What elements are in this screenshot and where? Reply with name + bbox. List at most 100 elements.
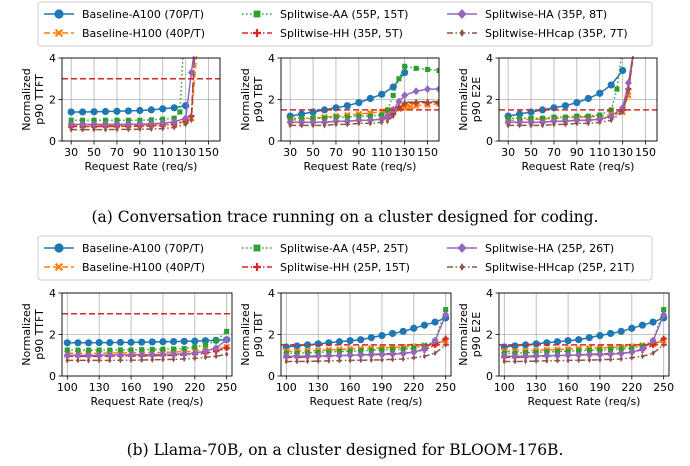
data-point: [545, 357, 549, 364]
data-point: [617, 349, 625, 358]
data-point: [378, 350, 386, 359]
legend-marker: [253, 244, 261, 252]
series-5: [69, 56, 196, 133]
data-point: [334, 121, 338, 128]
data-point: [113, 120, 121, 129]
data-point: [90, 108, 98, 116]
x-tick-label: 160: [121, 381, 142, 394]
data-point: [425, 98, 430, 105]
data-point: [597, 347, 603, 353]
data-point: [597, 119, 602, 126]
data-point: [389, 83, 397, 91]
data-point: [630, 354, 634, 361]
y-tick-label: 2: [486, 94, 493, 107]
x-tick-label: 100: [494, 381, 515, 394]
data-point: [436, 67, 439, 73]
data-point: [202, 342, 208, 348]
data-point: [575, 351, 583, 360]
data-point: [585, 334, 593, 342]
data-point: [573, 99, 581, 107]
data-point: [619, 66, 627, 75]
data-point: [76, 357, 80, 364]
data-point: [170, 350, 178, 359]
x-tick-label: 50: [524, 146, 538, 159]
legend-label: Baseline-H100 (40P/T): [82, 27, 205, 40]
data-point: [159, 338, 167, 346]
data-point: [106, 351, 114, 360]
x-tick-label: 190: [371, 381, 392, 394]
series-line: [508, 56, 634, 124]
series-5: [288, 98, 439, 129]
y-axis-label-line2: p90 TTFT: [33, 74, 46, 125]
data-point: [295, 358, 299, 365]
y-tick-label: 0: [49, 135, 56, 148]
series-4: [282, 310, 450, 361]
x-tick-label: 70: [547, 146, 561, 159]
y-axis-label-line2: p90 E2E: [470, 77, 483, 122]
series-4: [63, 335, 231, 360]
data-point: [355, 99, 363, 107]
data-point: [116, 351, 124, 360]
data-point: [116, 338, 125, 346]
data-point: [327, 357, 331, 364]
data-point: [316, 358, 320, 365]
data-point: [102, 120, 110, 129]
data-point: [310, 115, 316, 121]
data-point: [532, 351, 540, 360]
series-line: [67, 353, 227, 362]
x-tick-label: 30: [283, 146, 297, 159]
data-point: [410, 324, 418, 332]
data-point: [86, 357, 91, 364]
series-line: [290, 65, 439, 119]
data-point: [553, 338, 562, 346]
series-line: [286, 314, 447, 358]
data-point: [649, 318, 657, 326]
x-tick-label: 100: [57, 381, 78, 394]
data-point: [564, 337, 572, 345]
data-point: [147, 119, 155, 128]
data-point: [511, 342, 519, 350]
data-point: [117, 347, 123, 353]
legend-entry: Splitwise-AA (45P, 25T): [242, 242, 408, 255]
data-point: [106, 338, 114, 347]
data-point: [177, 109, 183, 115]
data-point: [74, 351, 82, 360]
data-point: [108, 357, 112, 364]
data-point: [355, 116, 363, 125]
data-point: [325, 351, 333, 360]
legend-entry: Splitwise-HHcap (35P, 7T): [447, 27, 628, 40]
data-point: [161, 356, 165, 363]
legend-entry: Baseline-A100 (70P/T): [44, 242, 204, 255]
x-axis-label: Request Rate (req/s): [528, 395, 641, 408]
data-point: [126, 126, 131, 133]
data-point: [182, 114, 190, 123]
data-point: [390, 92, 396, 98]
series-4: [286, 85, 439, 127]
data-point: [379, 119, 384, 126]
data-point: [138, 350, 146, 359]
legend-marker: [54, 243, 64, 253]
legend-label: Splitwise-HH (25P, 15T): [280, 261, 410, 274]
legend-entry: Splitwise-AA (55P, 15T): [242, 8, 408, 21]
y-tick-label: 4: [49, 52, 56, 65]
data-point: [159, 350, 167, 359]
data-point: [357, 351, 365, 360]
data-point: [103, 126, 108, 133]
data-point: [551, 114, 557, 120]
data-point: [214, 353, 218, 360]
data-point: [436, 99, 439, 106]
x-tick-label: 90: [133, 146, 147, 159]
data-point: [80, 126, 85, 133]
legend-label: Splitwise-AA (45P, 25T): [280, 242, 408, 255]
y-axis-label-line2: p90 TBT: [252, 76, 265, 122]
data-point: [435, 85, 439, 94]
data-point: [124, 120, 132, 129]
data-point: [402, 99, 407, 106]
data-point: [433, 350, 437, 357]
data-point: [335, 351, 343, 360]
legend-entry: Baseline-A100 (70P/T): [44, 8, 204, 21]
y-axis-label-line2: p90 TTFT: [33, 309, 46, 360]
data-point: [517, 122, 522, 129]
data-point: [298, 118, 306, 127]
